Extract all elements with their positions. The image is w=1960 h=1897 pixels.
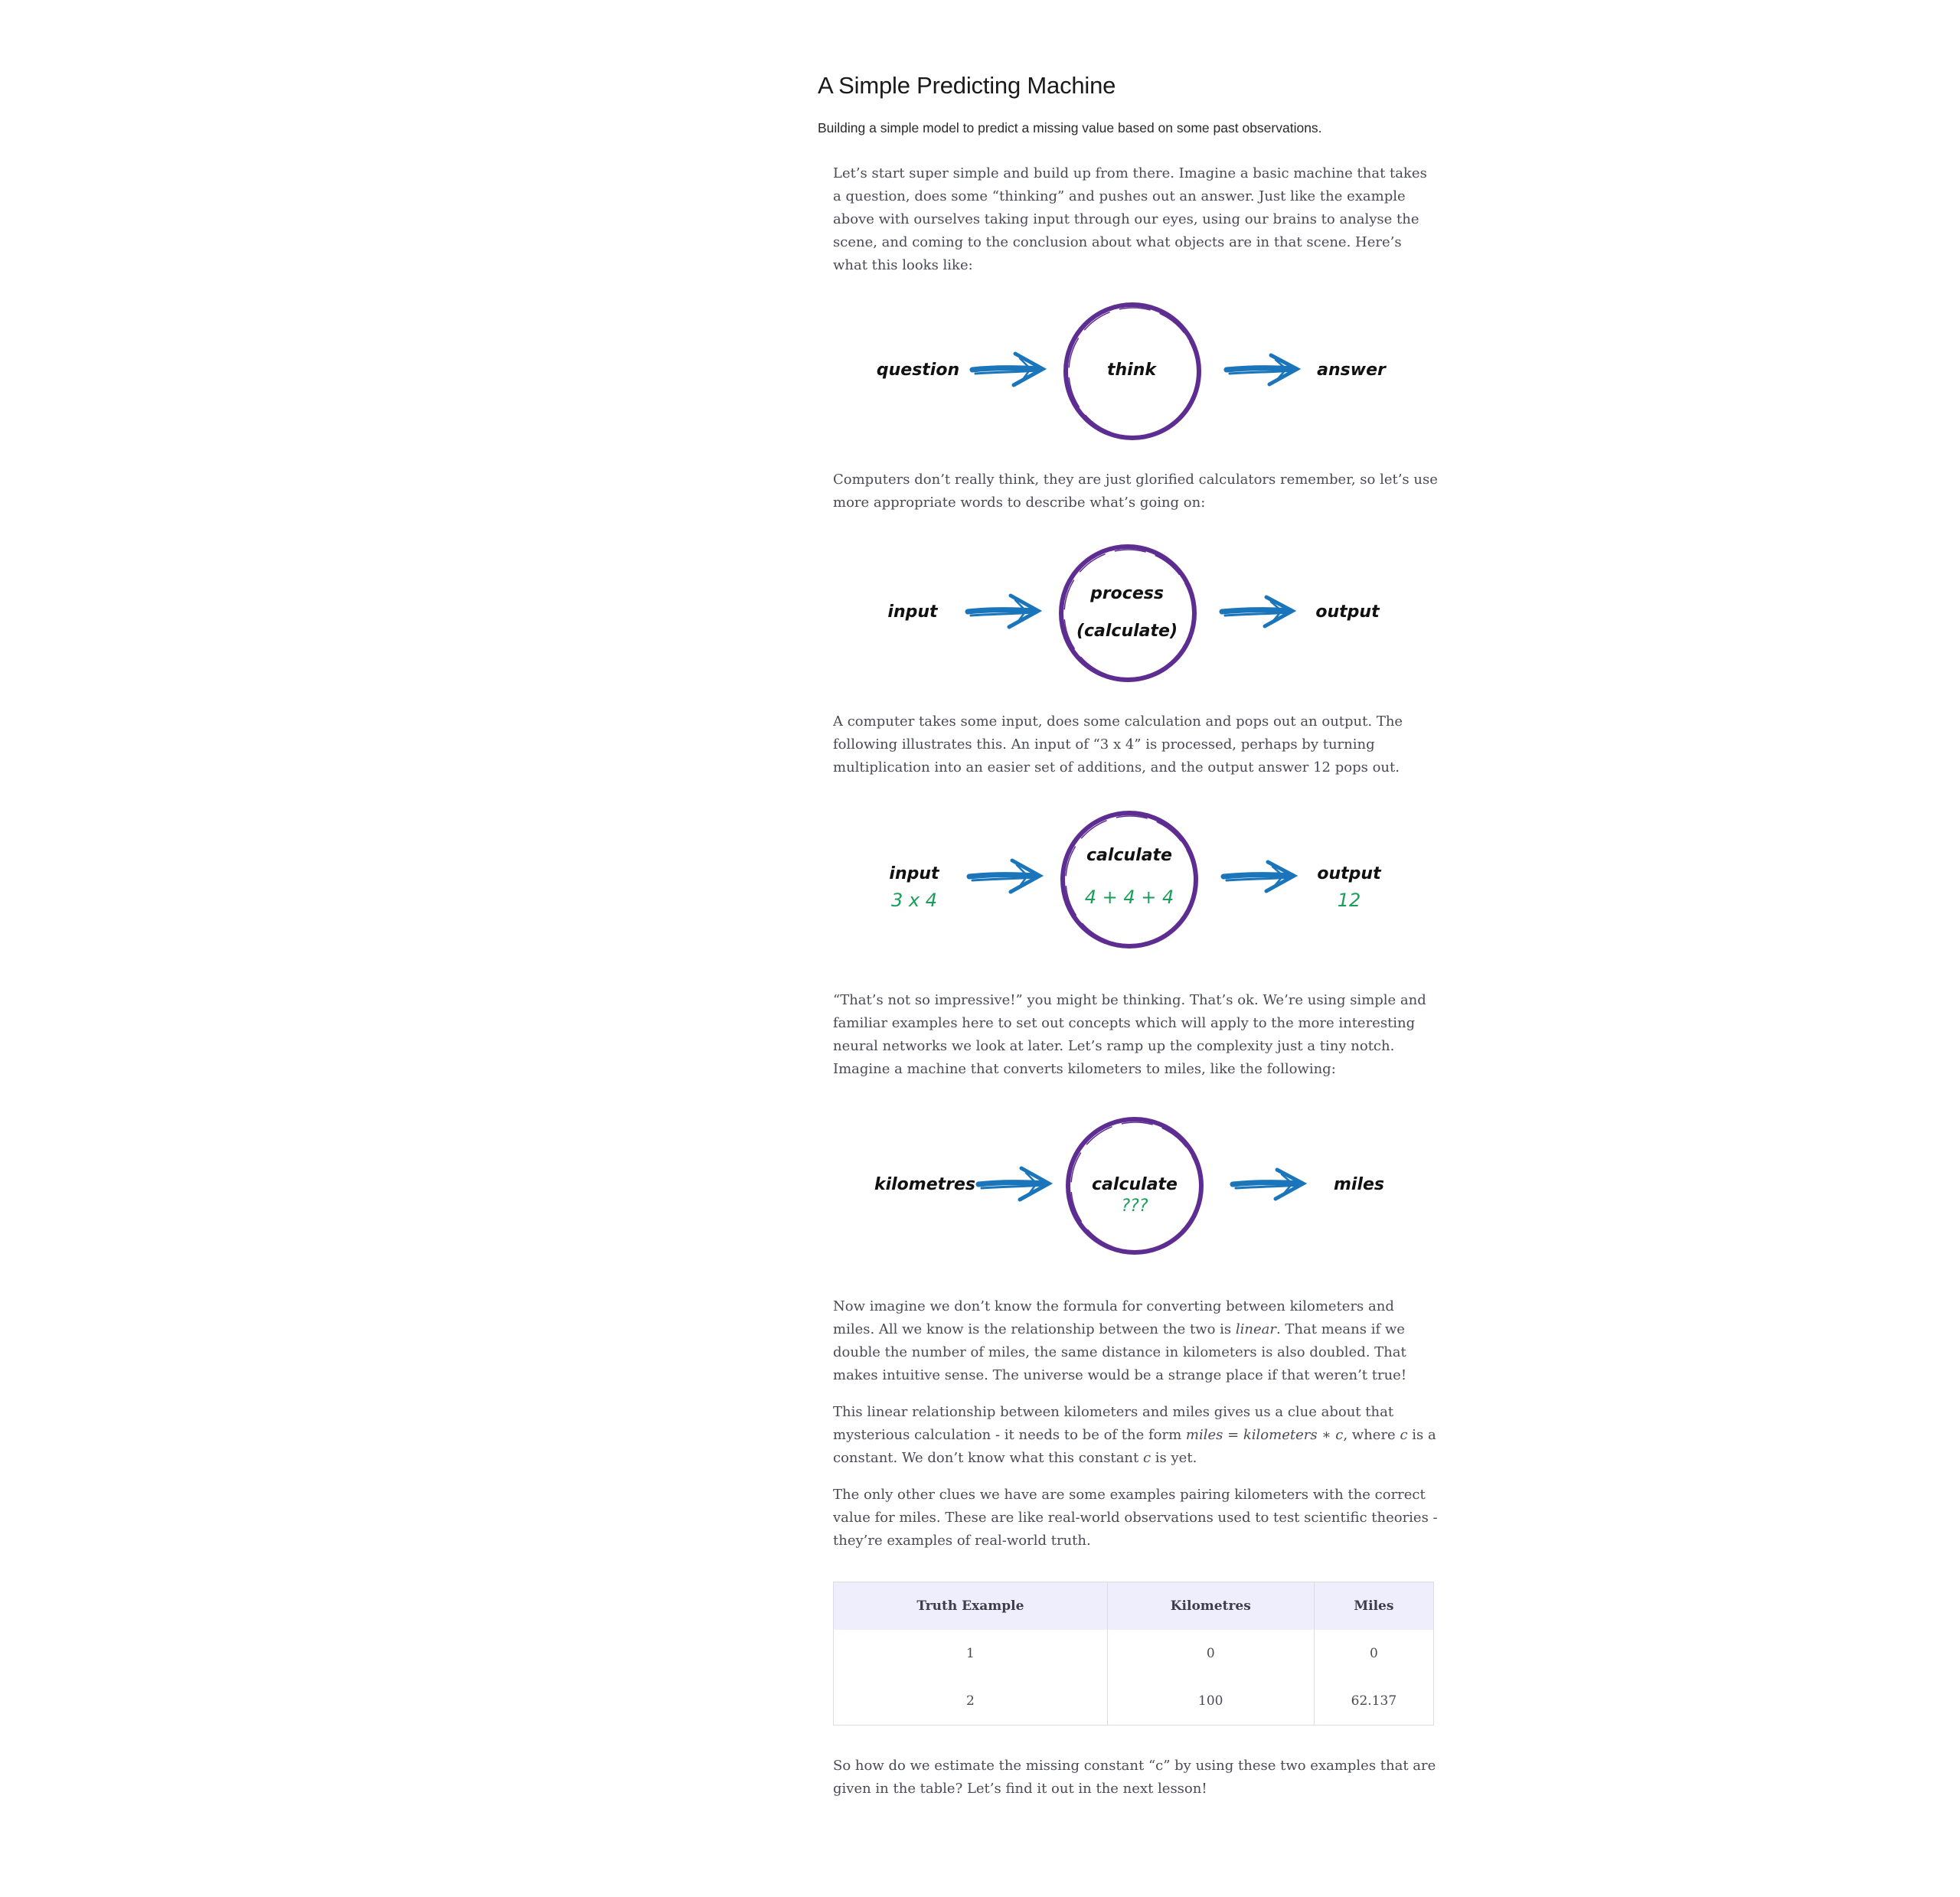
- paragraph-formula-part: is a constant. We don’t know what this c…: [833, 1427, 1436, 1466]
- diagram-input-label: input: [887, 602, 939, 622]
- arrow-icon: [1219, 595, 1297, 629]
- diagram-input-value: 3 x 4: [891, 890, 937, 911]
- article: A Simple Predicting Machine Building a s…: [818, 67, 1446, 1801]
- diagram-input-label: kilometres: [874, 1175, 975, 1194]
- paragraph-computers: Computers don’t really think, they are j…: [833, 472, 1438, 511]
- paragraph-calculation: A computer takes some input, does some c…: [833, 710, 1438, 779]
- arrow-icon: [965, 593, 1043, 629]
- diagram-calculate-example: input 3 x 4 calculate 4 + 4 + 4 output: [889, 811, 1382, 948]
- diagram-input-label: input: [889, 864, 940, 883]
- diagram-output-label: answer: [1317, 361, 1387, 380]
- diagram-center-top-label: calculate: [1086, 846, 1172, 865]
- paragraph-closing: So how do we estimate the missing consta…: [833, 1758, 1436, 1797]
- arrow-icon: [975, 1166, 1054, 1202]
- constant-c: c: [1142, 1450, 1152, 1466]
- constant-c: c: [1400, 1427, 1408, 1443]
- diagram-question-think-answer: question think answer: [877, 302, 1387, 440]
- table-row: 2 100 62.137: [834, 1677, 1434, 1726]
- table-cell: 100: [1106, 1677, 1315, 1726]
- diagram-center-top-label: calculate: [1092, 1175, 1178, 1194]
- paragraph-impressive: “That’s not so impressive!” you might be…: [833, 992, 1426, 1077]
- circle-icon: [1063, 302, 1201, 440]
- diagram-input-label: question: [877, 361, 959, 380]
- paragraph-formula-part: , where: [1343, 1427, 1400, 1443]
- diagram-output-label: output: [1315, 602, 1380, 622]
- table-header-cell: Kilometres: [1106, 1582, 1315, 1630]
- table-header-row: Truth Example Kilometres Miles: [833, 1582, 1434, 1630]
- page-subtitle: Building a simple model to predict a mis…: [818, 120, 1322, 136]
- table-cell: 0: [1106, 1630, 1315, 1677]
- diagram-center-top-label: process: [1089, 584, 1164, 603]
- paragraph-linear-part: Now imagine we don’t know the formula fo…: [833, 1298, 1394, 1337]
- diagram-input-process-output: input process (calculate) output: [887, 544, 1380, 682]
- table-cell: 62.137: [1313, 1677, 1434, 1726]
- paragraph-formula: This linear relationship between kilomet…: [833, 1401, 1438, 1470]
- diagram-center-label: think: [1107, 361, 1157, 380]
- arrow-icon: [969, 351, 1047, 387]
- table-cell: 1: [965, 1646, 975, 1661]
- table-header-cell: Miles: [1313, 1582, 1434, 1630]
- table-row: 1 0 0: [834, 1630, 1434, 1677]
- table-cell: 0: [1313, 1630, 1434, 1677]
- paragraph-calculation-part: A computer takes some input, does some c…: [833, 713, 1403, 775]
- diagram-center-bottom-label: 4 + 4 + 4: [1085, 886, 1174, 908]
- paragraph-linear-part: . That means if we double the number of …: [833, 1321, 1407, 1383]
- circle-icon: [1060, 811, 1198, 948]
- paragraph-clues: The only other clues we have are some ex…: [833, 1487, 1438, 1549]
- arrow-icon: [1223, 353, 1302, 387]
- circle-icon: [1066, 1117, 1204, 1255]
- paragraph-linear-emphasis: linear: [1235, 1321, 1276, 1337]
- diagram-output-label: output: [1317, 864, 1382, 883]
- diagram-output-label: miles: [1334, 1175, 1384, 1194]
- article-body: Let’s start super simple and build up fr…: [833, 162, 1438, 1801]
- paragraph-calculation-number: 12: [1313, 759, 1331, 775]
- diagram-center-bottom-label: ???: [1121, 1197, 1148, 1216]
- formula-miles-kilometers: miles = kilometers ∗ c: [1185, 1427, 1344, 1443]
- paragraph-linear: Now imagine we don’t know the formula fo…: [833, 1295, 1438, 1387]
- diagram-output-value: 12: [1338, 890, 1361, 911]
- arrow-icon: [1230, 1167, 1308, 1201]
- diagram-kilometres-miles: kilometres calculate ??? miles: [874, 1117, 1384, 1255]
- table-cell: 2: [965, 1693, 975, 1709]
- paragraph-formula-part: is yet.: [1151, 1450, 1197, 1466]
- arrow-icon: [1220, 860, 1298, 893]
- table-header-cell: Truth Example: [833, 1582, 1108, 1630]
- page-title: A Simple Predicting Machine: [818, 72, 1116, 99]
- diagram-center-bottom-label: (calculate): [1076, 622, 1178, 641]
- paragraph-formula-part: This linear relationship between kilomet…: [833, 1404, 1394, 1443]
- truth-table: Truth Example Kilometres Miles 1 0 0 2 1…: [833, 1582, 1434, 1726]
- paragraph-intro: Let’s start super simple and build up fr…: [833, 165, 1427, 273]
- arrow-icon: [966, 858, 1044, 894]
- circle-icon: [1059, 544, 1197, 682]
- paragraph-calculation-part: pops out.: [1331, 759, 1400, 775]
